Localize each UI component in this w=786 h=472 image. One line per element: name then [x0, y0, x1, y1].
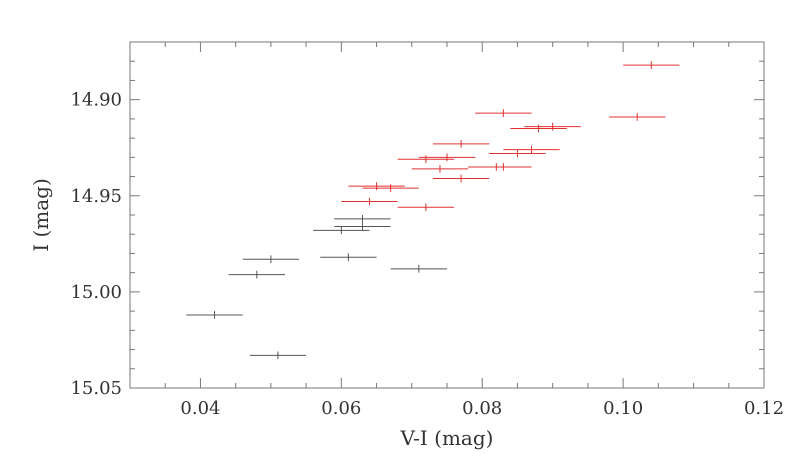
data-point	[475, 163, 532, 171]
x-axis-label: V-I (mag)	[400, 426, 494, 450]
data-point	[334, 222, 391, 231]
data-point	[397, 203, 455, 212]
x-tick-label: 0.10	[603, 398, 643, 419]
x-axis: 0.04 0.06 0.08 0.10 0.12	[129, 42, 784, 419]
data-point	[397, 155, 455, 164]
data-point	[228, 270, 285, 279]
y-axis-label: I (mag)	[29, 178, 53, 252]
y-tick-label: 14.90	[70, 90, 122, 111]
y-tick-label: 14.95	[70, 186, 122, 207]
data-point	[348, 182, 405, 191]
x-tick-label: 0.04	[180, 398, 220, 419]
data-point	[475, 109, 532, 117]
data-point	[432, 174, 490, 183]
data-point	[362, 184, 419, 192]
data-point	[609, 113, 666, 121]
data-point	[432, 140, 490, 148]
x-tick-label: 0.12	[744, 398, 784, 419]
data-point	[623, 61, 680, 69]
data-point	[242, 255, 300, 264]
data-point	[313, 226, 370, 235]
y-axis: 14.90 14.95 15.00 15.05	[70, 41, 764, 399]
data-point	[341, 197, 398, 206]
data-point	[390, 264, 447, 273]
data-point	[411, 165, 469, 173]
data-point	[334, 215, 391, 223]
plot-frame	[129, 41, 765, 389]
data-point	[489, 149, 546, 158]
data-point	[524, 122, 581, 131]
y-tick-label: 15.00	[70, 282, 122, 303]
data-point	[418, 153, 476, 162]
data-points	[186, 61, 680, 360]
x-tick-label: 0.06	[321, 398, 361, 419]
y-tick-label: 15.05	[70, 378, 122, 399]
x-tick-label: 0.08	[462, 398, 502, 419]
data-point	[320, 253, 377, 262]
data-point	[186, 311, 243, 319]
data-point	[510, 124, 567, 133]
data-point	[503, 145, 560, 154]
data-point	[249, 351, 307, 360]
